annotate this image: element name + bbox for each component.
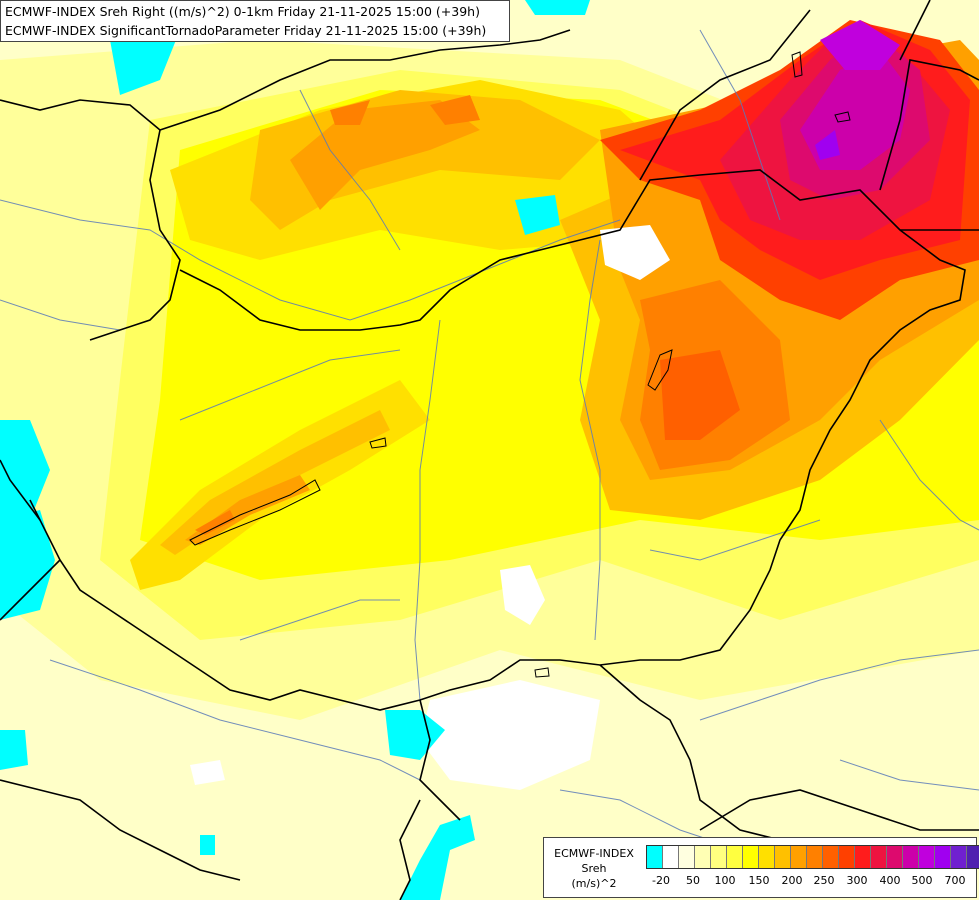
map-header: ECMWF-INDEX Sreh Right ((m/s)^2) 0-1km F… (0, 0, 510, 42)
legend-swatch (903, 846, 919, 868)
legend-swatch (695, 846, 711, 868)
legend-swatch (711, 846, 727, 868)
legend-swatch (839, 846, 855, 868)
legend-swatch (663, 846, 679, 868)
legend-swatch (823, 846, 839, 868)
legend-tick: 500 (911, 874, 933, 887)
legend-swatch (951, 846, 967, 868)
color-legend: ECMWF-INDEX Sreh (m/s)^2 -20 50 100 150 200 2… (543, 837, 979, 898)
legend-swatch (743, 846, 759, 868)
legend-swatch (727, 846, 743, 868)
legend-tick: 200 (781, 874, 803, 887)
legend-swatch (855, 846, 871, 868)
legend-tick: 150 (748, 874, 770, 887)
legend-tick: -20 (652, 874, 670, 887)
legend-swatch (775, 846, 791, 868)
legend-label: ECMWF-INDEX Sreh (m/s)^2 (548, 846, 640, 891)
legend-tick: 100 (714, 874, 736, 887)
legend-tick-labels: -20 50 100 150 200 250 300 400 500 700 (646, 874, 976, 890)
legend-swatch (871, 846, 887, 868)
legend-swatch (807, 846, 823, 868)
legend-swatch (679, 846, 695, 868)
legend-swatch (759, 846, 775, 868)
legend-color-bar (646, 845, 979, 869)
legend-variable: Sreh (581, 862, 607, 875)
legend-swatch (935, 846, 951, 868)
legend-swatch (967, 846, 979, 868)
legend-unit: (m/s)^2 (571, 877, 617, 890)
legend-swatch (887, 846, 903, 868)
legend-swatch (919, 846, 935, 868)
legend-tick: 250 (813, 874, 835, 887)
legend-tick: 50 (686, 874, 700, 887)
legend-tick: 300 (846, 874, 868, 887)
legend-tick: 700 (944, 874, 966, 887)
legend-swatch (791, 846, 807, 868)
legend-swatch (647, 846, 663, 868)
header-line-1: ECMWF-INDEX Sreh Right ((m/s)^2) 0-1km F… (5, 4, 480, 19)
legend-title: ECMWF-INDEX (554, 847, 634, 860)
legend-tick: 400 (879, 874, 901, 887)
header-line-2: ECMWF-INDEX SignificantTornadoParameter … (5, 23, 487, 38)
